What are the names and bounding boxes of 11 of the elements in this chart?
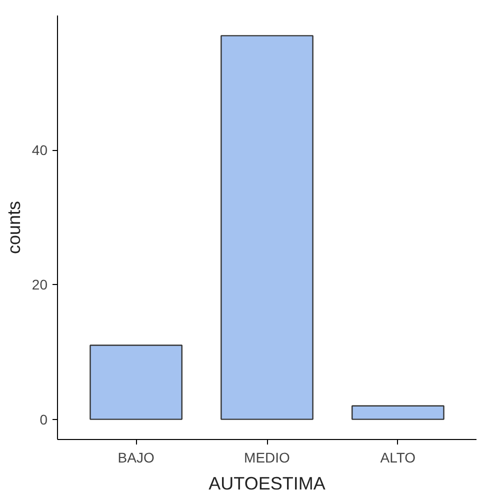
x-axis-title: AUTOESTIMA bbox=[208, 474, 326, 494]
y-tick-label: 40 bbox=[32, 142, 48, 158]
bar bbox=[352, 405, 444, 420]
y-tick-label: 20 bbox=[32, 276, 48, 293]
x-tick-label: ALTO bbox=[380, 450, 416, 466]
y-tick-label: 0 bbox=[40, 411, 48, 428]
x-tick-label: BAJO bbox=[118, 450, 154, 466]
bar bbox=[220, 35, 314, 420]
y-axis-title: counts bbox=[4, 200, 24, 254]
x-tick-label: MEDIO bbox=[244, 450, 290, 466]
bar bbox=[90, 344, 182, 420]
